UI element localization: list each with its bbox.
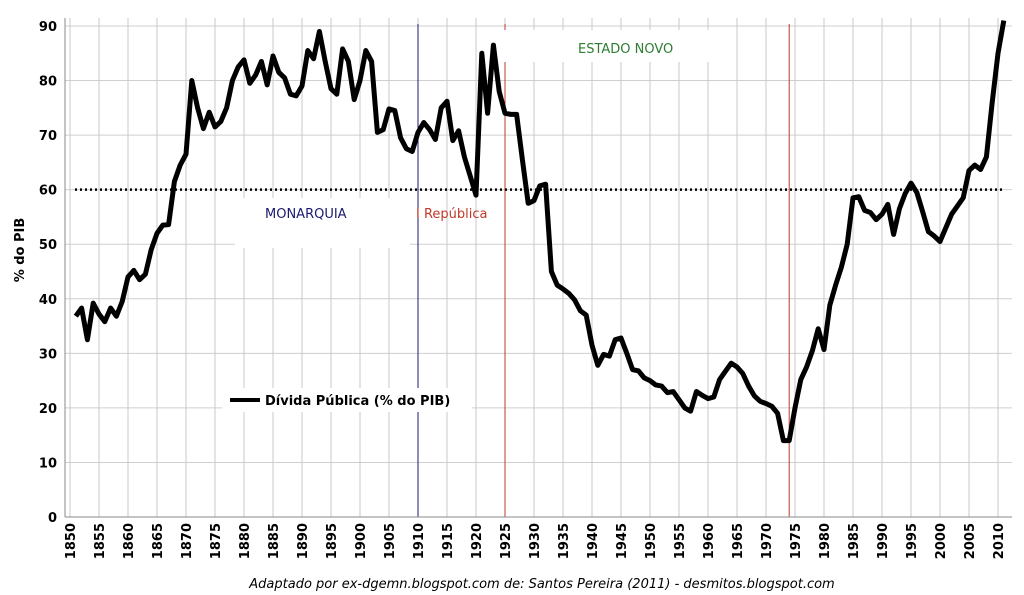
x-tick-label: 1975 xyxy=(789,523,804,559)
x-tick-label: 1955 xyxy=(673,523,688,559)
x-tick-label: 2000 xyxy=(934,523,949,559)
x-tick-label: 1985 xyxy=(847,523,862,559)
x-tick-label: 1930 xyxy=(528,523,543,559)
annotation-estado-novo: ESTADO NOVO xyxy=(578,42,673,57)
x-tick-label: 2010 xyxy=(992,523,1007,559)
x-tick-label: 1855 xyxy=(93,523,108,559)
x-tick-label: 1915 xyxy=(441,523,456,559)
x-tick-labels: 1850 1855 1860 1865 1870 1875 1880 1885 1890 1895… xyxy=(64,523,1007,559)
y-tick-label: 90 xyxy=(39,20,57,35)
x-tick-label: 1940 xyxy=(586,523,601,559)
y-tick-label: 20 xyxy=(39,402,57,417)
annotation-backgrounds xyxy=(235,30,710,248)
y-axis-label: % do PIB xyxy=(13,218,28,283)
x-tick-label: 1920 xyxy=(470,523,485,559)
x-tick-label: 1980 xyxy=(818,523,833,559)
x-tick-label: 1895 xyxy=(325,523,340,559)
legend-label: Dívida Pública (% do PIB) xyxy=(265,394,450,409)
y-tick-labels: 0 10 20 30 40 50 60 70 80 90 xyxy=(39,20,57,526)
y-tick-label: 80 xyxy=(39,75,57,90)
y-tick-label: 30 xyxy=(39,347,57,362)
series-line-divida-publica xyxy=(73,20,1007,444)
y-tick-label: 10 xyxy=(39,456,57,471)
x-tick-label: 1900 xyxy=(354,523,369,559)
annotation-monarquia: MONARQUIA xyxy=(265,207,347,222)
x-tick-label: 1935 xyxy=(557,523,572,559)
annotations: MONARQUIA I República ESTADO NOVO xyxy=(265,42,673,222)
x-tick-label: 1990 xyxy=(876,523,891,559)
x-tick-label: 1950 xyxy=(644,523,659,559)
x-tick-label: 1860 xyxy=(122,523,137,559)
x-tick-label: 2005 xyxy=(963,523,978,559)
x-tick-label: 1965 xyxy=(731,523,746,559)
x-tick-label: 1910 xyxy=(412,523,427,559)
y-tick-label: 0 xyxy=(48,511,57,526)
x-tick-label: 1890 xyxy=(296,523,311,559)
y-tick-label: 60 xyxy=(39,184,57,199)
period-markers xyxy=(417,24,790,517)
x-tick-label: 1995 xyxy=(905,523,920,559)
x-tick-label: 1885 xyxy=(267,523,282,559)
annotation-bg xyxy=(485,30,710,62)
legend: Dívida Pública (% do PIB) xyxy=(222,388,472,412)
footer-credit: Adaptado por ex-dgemn.blogspot.com de: S… xyxy=(248,577,834,592)
x-tick-label: 1850 xyxy=(64,523,79,559)
x-tick-label: 1880 xyxy=(238,523,253,559)
y-tick-label: 70 xyxy=(39,129,57,144)
x-tick-label: 1970 xyxy=(760,523,775,559)
y-tick-label: 40 xyxy=(39,293,57,308)
grid xyxy=(65,18,1012,518)
x-tick-label: 1960 xyxy=(702,523,717,559)
x-tick-label: 1875 xyxy=(209,523,224,559)
annotation-i-republica: I República xyxy=(416,207,488,222)
x-tick-label: 1945 xyxy=(615,523,630,559)
x-tick-label: 1865 xyxy=(151,523,166,559)
annotation-bg xyxy=(235,198,410,248)
x-tick-label: 1870 xyxy=(180,523,195,559)
x-tick-label: 1905 xyxy=(383,523,398,559)
y-tick-label: 50 xyxy=(39,238,57,253)
axes xyxy=(64,18,1012,518)
x-tick-label: 1925 xyxy=(499,523,514,559)
